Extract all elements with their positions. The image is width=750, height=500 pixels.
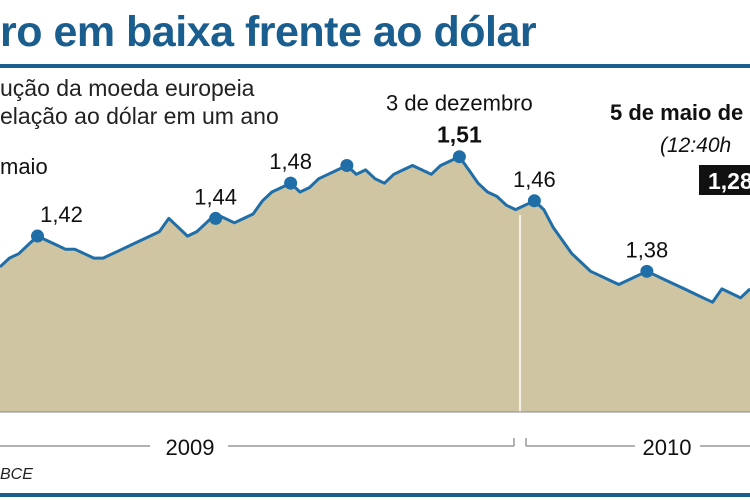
x-label-2009: 2009 <box>166 435 215 460</box>
data-label: 1,46 <box>513 167 556 192</box>
page-title: ro em baixa frente ao dólar <box>0 8 537 56</box>
data-point-marker <box>284 176 298 190</box>
x-label-2010: 2010 <box>643 435 692 460</box>
date-annotation: maio <box>0 154 48 179</box>
final-time-label: (12:40h <box>660 134 731 157</box>
data-point-marker <box>340 159 354 173</box>
data-label: 1,51 <box>437 122 482 148</box>
data-label: 1,44 <box>194 184 237 209</box>
data-label: 1,48 <box>269 149 312 174</box>
data-point-marker <box>31 229 44 243</box>
series-line <box>0 155 750 304</box>
data-point-marker <box>527 194 541 208</box>
data-label: 1,38 <box>625 237 668 262</box>
date-annotation: 3 de dezembro <box>386 91 533 116</box>
source-label: BCE <box>0 466 33 483</box>
data-label: 1,42 <box>40 202 83 227</box>
subtitle-line-1: ução da moeda europeia <box>0 75 255 101</box>
top-rule <box>0 64 750 68</box>
final-date-label: 5 de maio de <box>610 100 743 125</box>
final-value-label: 1,28 <box>708 168 750 194</box>
subtitle-line-2: elação ao dólar em um ano <box>0 103 279 129</box>
data-point-marker <box>209 211 223 225</box>
final-value-badge <box>699 165 750 195</box>
data-point-marker <box>452 150 466 164</box>
area-fill <box>0 156 750 412</box>
bottom-rule <box>0 493 750 497</box>
data-point-marker <box>640 264 654 278</box>
